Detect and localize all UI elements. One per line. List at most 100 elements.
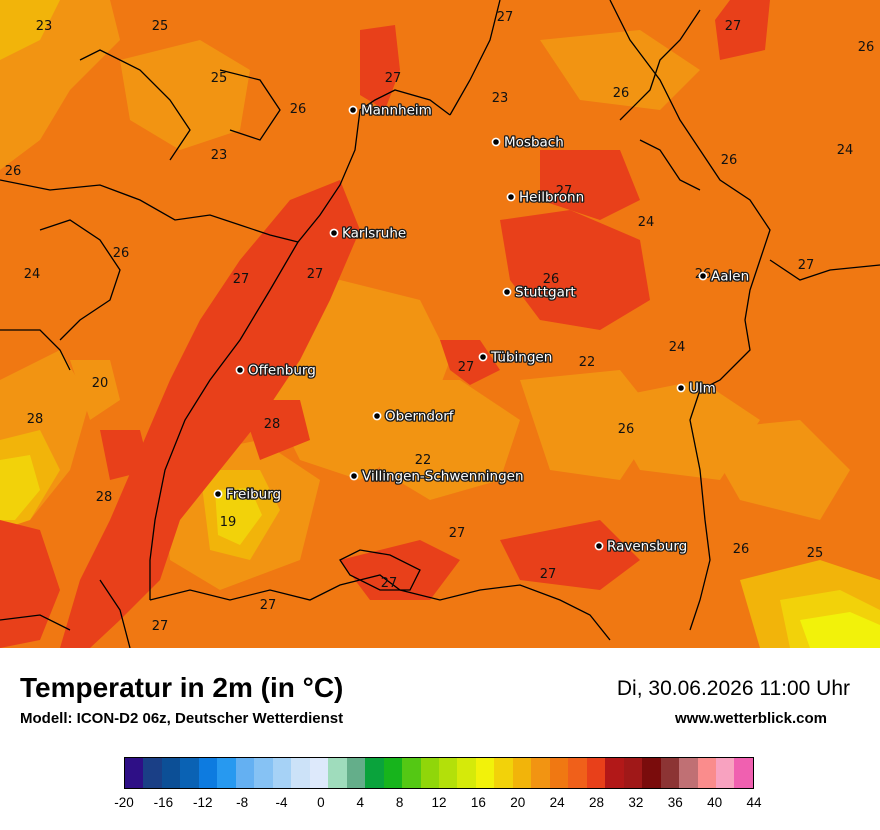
temperature-value: 27 bbox=[497, 10, 514, 25]
city-label[interactable]: Villingen-Schwenningen bbox=[361, 467, 525, 486]
temperature-value: 27 bbox=[449, 526, 466, 541]
legend-swatch bbox=[217, 758, 236, 788]
legend-swatch bbox=[383, 758, 403, 788]
legend-swatch bbox=[475, 758, 495, 788]
temperature-map[interactable]: 23 25 27 27 26 25 27 26 26 23 23 26 24 26 27 24 26 24 26 27… bbox=[0, 0, 880, 648]
legend-swatch bbox=[272, 758, 292, 788]
temperature-value: 23 bbox=[36, 19, 53, 34]
city-dot bbox=[235, 365, 245, 375]
legend-swatch bbox=[716, 758, 735, 788]
temperature-value: 26 bbox=[290, 102, 307, 117]
temperature-value: 27 bbox=[540, 567, 557, 582]
legend-swatch bbox=[328, 758, 347, 788]
legend-tick-label: -16 bbox=[153, 795, 174, 810]
temperature-value: 26 bbox=[613, 86, 630, 101]
color-legend bbox=[124, 757, 754, 789]
temperature-value: 26 bbox=[5, 164, 22, 179]
temperature-value: 26 bbox=[113, 246, 130, 261]
city-dot bbox=[213, 489, 223, 499]
city-label[interactable]: Karlsruhe bbox=[341, 224, 408, 243]
temperature-value: 27 bbox=[307, 267, 324, 282]
temperature-value: 26 bbox=[858, 40, 875, 55]
city-dot bbox=[348, 105, 358, 115]
legend-swatch bbox=[531, 758, 550, 788]
temperature-value: 27 bbox=[260, 598, 277, 613]
temperature-value: 26 bbox=[721, 153, 738, 168]
legend-tick-label: 12 bbox=[431, 795, 447, 810]
city-dot bbox=[506, 192, 516, 202]
temperature-value: 26 bbox=[618, 422, 635, 437]
legend-tick-label: -12 bbox=[192, 795, 213, 810]
city-label[interactable]: Freiburg bbox=[225, 485, 283, 504]
legend-swatch bbox=[180, 758, 199, 788]
legend-tick-label: 8 bbox=[395, 795, 404, 810]
city-label[interactable]: Oberndorf bbox=[384, 407, 456, 426]
city-label[interactable]: Aalen bbox=[710, 267, 751, 286]
legend-swatch bbox=[346, 758, 366, 788]
legend-swatch bbox=[494, 758, 513, 788]
city-dot bbox=[349, 471, 359, 481]
legend-swatch bbox=[438, 758, 458, 788]
legend-swatch bbox=[734, 758, 753, 788]
temperature-value: 22 bbox=[579, 355, 596, 370]
legend-tick-label: 28 bbox=[588, 795, 605, 810]
legend-tick-label: 32 bbox=[628, 795, 644, 810]
legend-swatch bbox=[512, 758, 532, 788]
temperature-value: 23 bbox=[211, 148, 228, 163]
city-dot bbox=[502, 287, 512, 297]
temperature-value: 27 bbox=[725, 19, 742, 34]
city-label[interactable]: Ulm bbox=[688, 379, 717, 398]
legend-swatch bbox=[235, 758, 255, 788]
legend-swatch bbox=[198, 758, 218, 788]
temperature-value: 22 bbox=[415, 453, 432, 468]
city-label[interactable]: Mosbach bbox=[503, 133, 565, 152]
legend-swatch bbox=[642, 758, 661, 788]
legend-swatch bbox=[143, 758, 162, 788]
city-label[interactable]: Tübingen bbox=[489, 348, 554, 367]
temperature-value: 28 bbox=[264, 417, 281, 432]
city-label[interactable]: Ravensburg bbox=[606, 537, 689, 556]
legend-swatch bbox=[402, 758, 421, 788]
temperature-value: 23 bbox=[492, 91, 509, 106]
legend-swatch bbox=[457, 758, 476, 788]
website-link[interactable]: www.wetterblick.com bbox=[675, 710, 827, 727]
legend-swatch bbox=[309, 758, 329, 788]
city-dot bbox=[594, 541, 604, 551]
legend-tick-label: 44 bbox=[746, 795, 762, 810]
map-title: Temperatur in 2m (in °C) bbox=[20, 672, 344, 703]
city-dot bbox=[698, 271, 708, 281]
legend-swatch bbox=[586, 758, 606, 788]
temperature-value: 25 bbox=[211, 71, 228, 86]
temperature-value: 24 bbox=[24, 267, 41, 282]
temperature-value: 27 bbox=[798, 258, 815, 273]
legend-tick-label: 20 bbox=[510, 795, 526, 810]
legend-tick-label: 36 bbox=[667, 795, 683, 810]
temperature-value: 26 bbox=[543, 272, 560, 287]
city-dot bbox=[372, 411, 382, 421]
temperature-value: 24 bbox=[669, 340, 686, 355]
legend-swatch bbox=[623, 758, 643, 788]
city-label[interactable]: Stuttgart bbox=[514, 283, 577, 302]
legend-swatch bbox=[549, 758, 569, 788]
temperature-value: 28 bbox=[27, 412, 44, 427]
city-label[interactable]: Offenburg bbox=[247, 361, 317, 380]
legend-swatch bbox=[660, 758, 680, 788]
city-dot bbox=[329, 228, 339, 238]
forecast-datetime: Di, 30.06.2026 11:00 Uhr bbox=[616, 677, 850, 700]
legend-swatch bbox=[568, 758, 587, 788]
legend-tick-label: 40 bbox=[707, 795, 723, 810]
temperature-value: 19 bbox=[220, 515, 237, 530]
temperature-value: 20 bbox=[92, 376, 109, 391]
legend-swatch bbox=[697, 758, 716, 788]
legend-swatch bbox=[125, 758, 144, 788]
city-label[interactable]: Mannheim bbox=[360, 101, 433, 120]
legend-swatch bbox=[161, 758, 181, 788]
legend-swatch bbox=[420, 758, 439, 788]
temperature-value: 24 bbox=[837, 143, 854, 158]
legend-tick-label: 16 bbox=[470, 795, 486, 810]
legend-swatch bbox=[291, 758, 310, 788]
borders bbox=[0, 0, 880, 648]
temperature-value: 28 bbox=[96, 490, 113, 505]
temperature-value: 27 bbox=[233, 272, 250, 287]
city-label[interactable]: Heilbronn bbox=[518, 188, 586, 207]
